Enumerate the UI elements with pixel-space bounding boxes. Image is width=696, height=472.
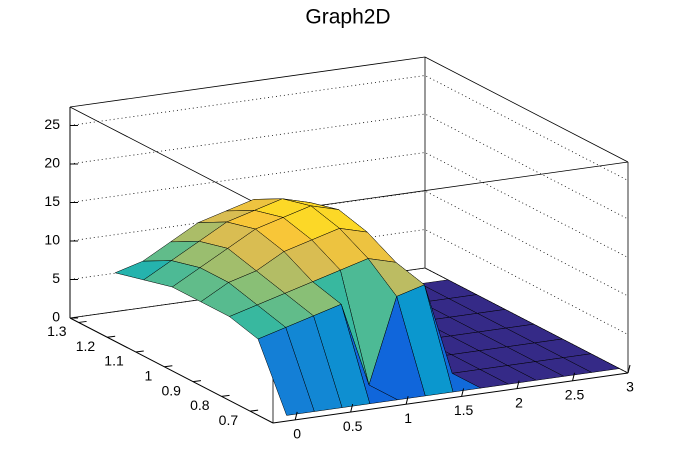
x-tick: [294, 411, 298, 420]
x-tick: [572, 372, 576, 381]
x-axis: [272, 372, 629, 424]
y-tick: [221, 394, 230, 397]
y-tick: [250, 409, 259, 412]
y-tick: [192, 380, 202, 383]
y-tick: [78, 320, 87, 323]
surface-cell: [257, 327, 315, 416]
y-tick-label: 1.1: [104, 353, 124, 369]
x-tick-label: 0.5: [343, 418, 363, 434]
y-tick: [135, 350, 144, 353]
x-tick: [627, 364, 631, 374]
z-tick-label: 10: [44, 232, 60, 248]
x-tick: [405, 396, 409, 405]
box-edge: [424, 56, 629, 163]
z-tick-label: 20: [44, 155, 60, 171]
x-tick: [350, 403, 354, 413]
x-tick-label: 2: [515, 394, 523, 410]
y-tick-label: 0.8: [190, 397, 210, 413]
grid-line: [69, 113, 629, 220]
z-tick-label: 5: [52, 270, 60, 286]
z-tick-label: 0: [52, 309, 60, 325]
x-tick: [516, 380, 520, 389]
y-tick: [107, 335, 116, 338]
box-edge: [69, 106, 274, 213]
z-tick-label: 15: [44, 193, 60, 209]
x-tick-label: 3: [626, 379, 634, 395]
y-tick-label: 1.3: [47, 323, 67, 339]
chart-title: Graph2D: [305, 6, 390, 29]
box-edge: [272, 161, 629, 213]
grid-line: [69, 75, 629, 181]
x-tick-label: 0: [293, 426, 301, 442]
box-edge: [69, 56, 426, 108]
z-tick-label: 25: [44, 116, 60, 132]
y-tick: [164, 365, 173, 368]
x-tick-label: 1: [404, 410, 412, 426]
x-tick: [461, 388, 465, 397]
x-tick-label: 2.5: [565, 387, 585, 403]
x-tick-label: 1.5: [454, 402, 474, 418]
y-tick-label: 0.7: [219, 412, 239, 428]
y-tick-label: 0.9: [161, 382, 181, 398]
y-axis: [69, 317, 274, 424]
y-tick-label: 1: [145, 368, 153, 384]
y-tick-label: 1.2: [76, 338, 96, 354]
